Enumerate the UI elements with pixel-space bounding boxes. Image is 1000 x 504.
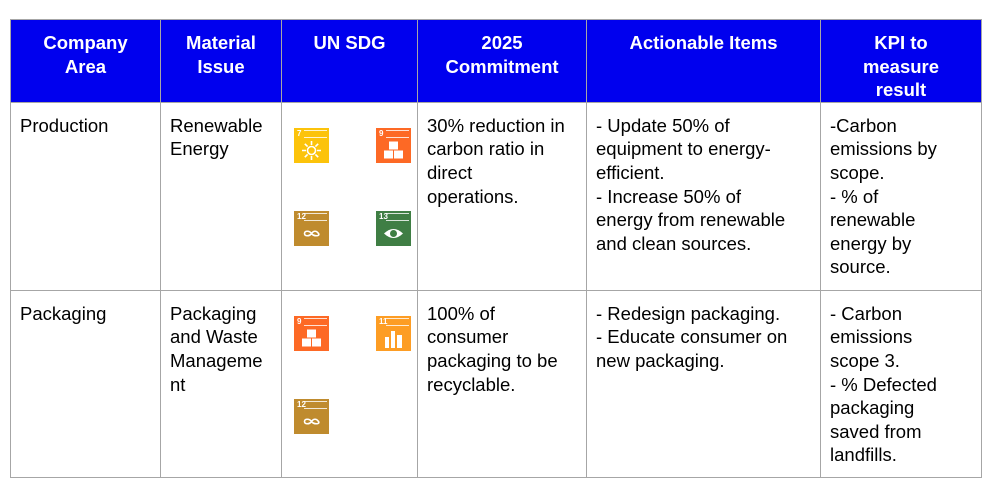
sdg-number: 9 [297, 316, 302, 326]
header-kpi: KPI to measure result [820, 19, 982, 103]
header-text: Actionable Items [629, 32, 778, 53]
actionable-items-cell-line: and clean sources. [596, 232, 752, 254]
commitment-cell-line: operations. [427, 185, 519, 207]
sdg-number: 9 [379, 128, 384, 138]
actionable-items-cell-line: - Update 50% of [596, 114, 730, 136]
material-issue-cell-line: Renewable [170, 114, 263, 136]
header-text: measure [862, 55, 940, 77]
kpi-cell-line: -Carbon [830, 114, 897, 136]
header-text: Company [43, 32, 128, 53]
table-row: Packaging Packaging and Waste Manageme nt 9 11… [10, 289, 982, 478]
actionable-items-cell: - Update 50% of equipment to energy-effic… [586, 101, 821, 291]
kpi-cell-line: saved from [830, 420, 922, 442]
header-row: Company Area Material Issue UN SDG 2025 … [10, 19, 982, 103]
industry-innovation-icon: 9 [294, 315, 329, 351]
kpi-cell-line: energy by [830, 232, 912, 254]
climate-action-icon: 13 [376, 210, 411, 246]
company-area-cell-line: Production [20, 114, 109, 136]
actionable-items-cell-line: efficient. [596, 161, 665, 183]
commitment-cell-line: consumer [427, 326, 509, 348]
sdg-number: 12 [297, 399, 306, 409]
kpi-cell-line: landfills. [830, 444, 897, 466]
industry-innovation-icon: 9 [376, 127, 411, 163]
affordable-clean-energy-icon: 7 [294, 127, 329, 163]
actionable-items-cell-line: energy from renewable [596, 209, 786, 231]
sdg-commitment-table: Company Area Material Issue UN SDG 2025 … [10, 19, 982, 478]
responsible-consumption-icon: 12 [294, 210, 329, 246]
sustainable-cities-icon: 11 [376, 315, 411, 351]
kpi-cell-line: emissions by [830, 138, 937, 160]
header-text: KPI to [874, 32, 928, 53]
sdg-number: 13 [379, 211, 388, 221]
kpi-cell-line: emissions [830, 326, 913, 348]
un-sdg-cell: 7 9 12 13 [281, 101, 418, 291]
company-area-cell-line: Packaging [20, 302, 107, 324]
kpi-cell-line: - Carbon [830, 302, 902, 324]
header-company-area: Company Area [10, 19, 161, 103]
actionable-items-cell-line: - Educate consumer on [596, 326, 788, 348]
commitment-cell: 100% of consumer packaging to be recyclable… [417, 289, 587, 478]
commitment-cell: 30% reduction in carbon ratio in direct ope… [417, 101, 587, 291]
commitment-cell-line: direct [427, 161, 473, 183]
company-area-cell: Production [10, 101, 161, 291]
commitment-cell-line: packaging to be [427, 349, 558, 371]
sdg-number: 7 [297, 128, 302, 138]
kpi-cell-line: packaging [830, 397, 915, 419]
header-text: Issue [197, 55, 245, 77]
actionable-items-cell-line: new packaging. [596, 349, 725, 371]
un-sdg-cell: 9 11 12 [281, 289, 418, 478]
header-2025-commitment: 2025 Commitment [417, 19, 587, 103]
actionable-items-cell-line: - Redesign packaging. [596, 302, 781, 324]
sdg-number: 12 [297, 211, 306, 221]
company-area-cell: Packaging [10, 289, 161, 478]
header-un-sdg: UN SDG [281, 19, 418, 103]
kpi-cell-line: - % of [830, 185, 879, 207]
sdg-number: 11 [379, 316, 388, 326]
commitment-cell-line: carbon ratio in [427, 138, 545, 160]
kpi-cell-line: - % Defected [830, 373, 937, 395]
actionable-items-cell-line: equipment to energy- [596, 138, 771, 160]
commitment-cell-line: 30% reduction in [427, 114, 565, 136]
header-text: UN SDG [313, 32, 386, 53]
header-text: Commitment [445, 55, 559, 77]
header-text: Material [186, 32, 256, 53]
material-issue-cell-line: Manageme [170, 349, 263, 371]
material-issue-cell: Renewable Energy [160, 101, 282, 291]
responsible-consumption-icon: 12 [294, 398, 329, 434]
material-issue-cell-line: Packaging [170, 302, 257, 324]
kpi-cell-line: scope 3. [830, 349, 900, 371]
header-text: 2025 [481, 32, 523, 53]
actionable-items-cell: - Redesign packaging. - Educate consumer … [586, 289, 821, 478]
table-row: Production Renewable Energy 7 9 12 13 30% reduc… [10, 101, 982, 291]
kpi-cell: - Carbon emissions scope 3. - % Defected pac… [820, 289, 982, 478]
header-material-issue: Material Issue [160, 19, 282, 103]
material-issue-cell-line: Energy [170, 138, 229, 160]
kpi-cell-line: source. [830, 256, 891, 278]
kpi-cell: -Carbon emissions by scope. - % of renewable… [820, 101, 982, 291]
header-text: result [875, 79, 927, 101]
header-text: Area [64, 55, 107, 77]
actionable-items-cell-line: - Increase 50% of [596, 185, 741, 207]
commitment-cell-line: recyclable. [427, 373, 516, 395]
header-actionable-items: Actionable Items [586, 19, 821, 103]
commitment-cell-line: 100% of [427, 302, 495, 324]
kpi-cell-line: renewable [830, 209, 916, 231]
material-issue-cell: Packaging and Waste Manageme nt [160, 289, 282, 478]
material-issue-cell-line: and Waste [170, 326, 258, 348]
kpi-cell-line: scope. [830, 161, 885, 183]
material-issue-cell-line: nt [170, 373, 186, 395]
